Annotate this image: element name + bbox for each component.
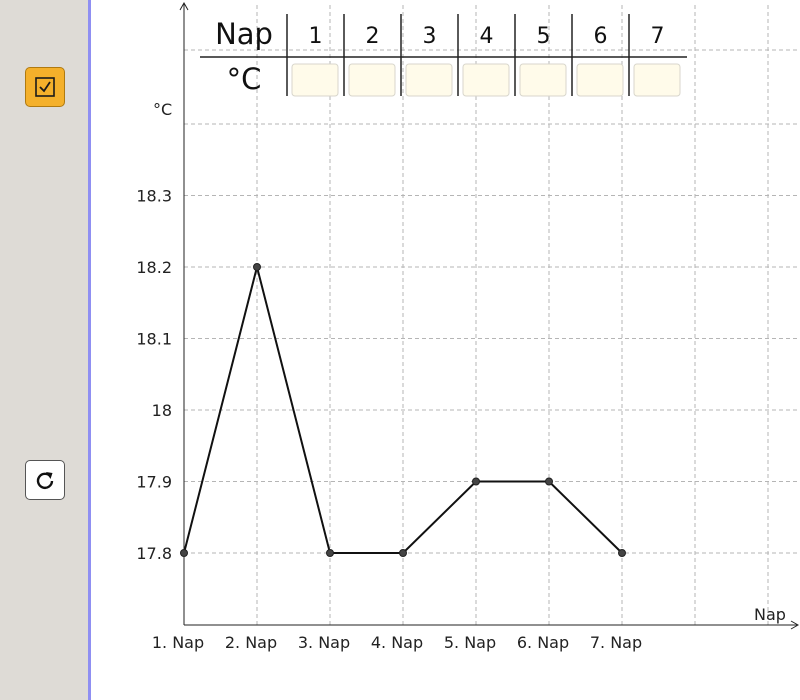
- temperature-series: [180, 263, 626, 557]
- x-tick-label: 4. Nap: [371, 633, 423, 652]
- temperature-input-day-7[interactable]: [633, 63, 681, 97]
- table-header-nap: Nap: [215, 17, 273, 51]
- grid: [184, 5, 797, 625]
- reset-icon: [36, 472, 54, 490]
- data-point: [399, 549, 407, 557]
- line-chart: 17.8 17.9 18 18.1 18.2 18.3 1. Nap 2. Nap 3. Na…: [136, 1, 800, 652]
- y-tick-labels: 17.8 17.9 18 18.1 18.2 18.3: [136, 187, 172, 564]
- y-tick-label: 17.8: [136, 544, 172, 563]
- table-day-4: 4: [480, 24, 494, 49]
- y-tick-label: 18.1: [136, 330, 172, 349]
- x-tick-label: 3. Nap: [298, 633, 350, 652]
- data-point: [472, 477, 480, 486]
- y-tick-label: 17.9: [136, 473, 172, 492]
- table-day-7: 7: [651, 24, 665, 49]
- checkbox-check-icon: [35, 77, 55, 97]
- y-axis-title: °C: [153, 100, 172, 119]
- table-day-5: 5: [537, 24, 551, 49]
- data-point: [545, 477, 553, 486]
- table-day-3: 3: [423, 24, 437, 49]
- temperature-input-day-5[interactable]: [519, 63, 567, 97]
- y-axis-arrow: [179, 1, 189, 11]
- y-tick-label: 18.3: [136, 187, 172, 206]
- data-point: [326, 549, 334, 557]
- axes: [179, 1, 800, 630]
- x-tick-label: 7. Nap: [590, 633, 642, 652]
- temperature-input-day-4[interactable]: [462, 63, 510, 97]
- table-header-celsius: °C: [227, 62, 262, 96]
- x-tick-label: 1. Nap: [152, 633, 204, 652]
- data-point: [253, 263, 261, 271]
- check-button[interactable]: [25, 67, 65, 107]
- temperature-input-day-1[interactable]: [291, 63, 339, 97]
- data-point: [618, 549, 626, 557]
- x-axis-title: Nap: [754, 605, 786, 624]
- sidebar: [0, 0, 91, 700]
- y-tick-label: 18: [152, 401, 172, 420]
- table-day-1: 1: [309, 24, 323, 49]
- temperature-input-day-6[interactable]: [576, 63, 624, 97]
- data-point: [180, 549, 188, 557]
- x-tick-labels: 1. Nap 2. Nap 3. Nap 4. Nap 5. Nap 6. Nap 7. N…: [152, 633, 642, 652]
- x-tick-label: 2. Nap: [225, 633, 277, 652]
- table-day-2: 2: [366, 24, 380, 49]
- table-day-6: 6: [594, 24, 608, 49]
- x-tick-label: 5. Nap: [444, 633, 496, 652]
- x-tick-label: 6. Nap: [517, 633, 569, 652]
- y-tick-label: 18.2: [136, 258, 172, 277]
- data-table: Nap °C 1 2 3 4 5 6 7: [200, 14, 687, 97]
- x-axis-arrow: [790, 620, 800, 630]
- temperature-input-day-3[interactable]: [405, 63, 453, 97]
- reset-button[interactable]: [25, 460, 65, 500]
- temperature-input-day-2[interactable]: [348, 63, 396, 97]
